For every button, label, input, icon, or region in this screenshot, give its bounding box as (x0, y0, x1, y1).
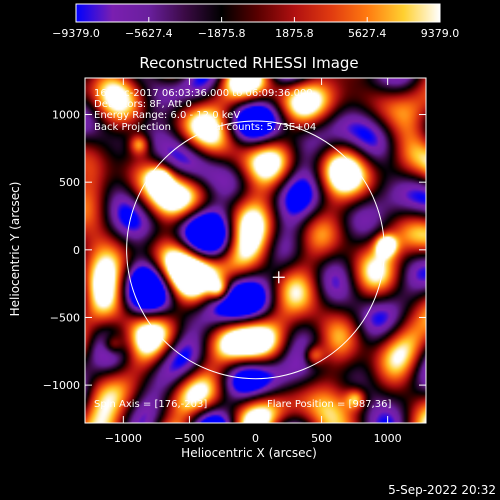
info-line: Detectors: 8F, Att 0 (94, 99, 192, 110)
info-line: Back Projection (94, 122, 171, 133)
info-line: Total counts: 5.73E+04 (199, 122, 316, 133)
plot-timestamp: 5-Sep-2022 20:32 (388, 483, 496, 497)
x-tick-label: −500 (174, 432, 204, 445)
x-axis-label: Heliocentric X (arcsec) (181, 446, 317, 460)
solar-disk-circle (126, 120, 385, 380)
axis-ticks: −1000 −500 0 500 1000 −1000 −500 0 500 1000 (43, 78, 426, 445)
x-tick-label: 500 (311, 432, 332, 445)
chart-title: Reconstructed RHESSI Image (139, 54, 358, 72)
x-tick-label: 0 (252, 432, 259, 445)
colorbar (76, 4, 440, 22)
colorbar-tick-label: −9379.0 (52, 27, 100, 40)
y-axis-label: Heliocentric Y (arcsec) (8, 182, 22, 317)
x-tick-label: −1000 (105, 432, 142, 445)
spin-axis-crosshair (272, 271, 285, 284)
y-tick-label: −500 (50, 311, 80, 324)
colorbar-tick-label: 1875.8 (275, 27, 314, 40)
y-tick-label: 0 (73, 244, 80, 257)
y-tick-label: 500 (59, 176, 80, 189)
y-tick-label: 1000 (52, 109, 80, 122)
flare-position-label: Flare Position = [987,36] (267, 399, 391, 410)
colorbar-frame (75, 3, 441, 23)
colorbar-tick-label: −1875.8 (198, 27, 246, 40)
colorbar-tick-label: 9379.0 (421, 27, 460, 40)
info-line: Energy Range: 6.0 - 12.0 keV (94, 110, 240, 121)
info-annotations: 16-Dec-2017 06:03:36.000 to 06:09:36.000… (94, 88, 316, 133)
x-tick-label: 1000 (374, 432, 402, 445)
heatmap-image (85, 78, 426, 423)
spin-axis-label: Spin Axis = [176,-203] (94, 399, 207, 410)
info-line: 16-Dec-2017 06:03:36.000 to 06:09:36.000 (94, 88, 313, 99)
colorbar-ticks: −9379.0 −5627.4 −1875.8 1875.8 5627.4 9379.0 (52, 3, 460, 40)
y-tick-label: −1000 (43, 379, 80, 392)
colorbar-tick-label: 5627.4 (348, 27, 387, 40)
colorbar-tick-label: −5627.4 (125, 27, 173, 40)
